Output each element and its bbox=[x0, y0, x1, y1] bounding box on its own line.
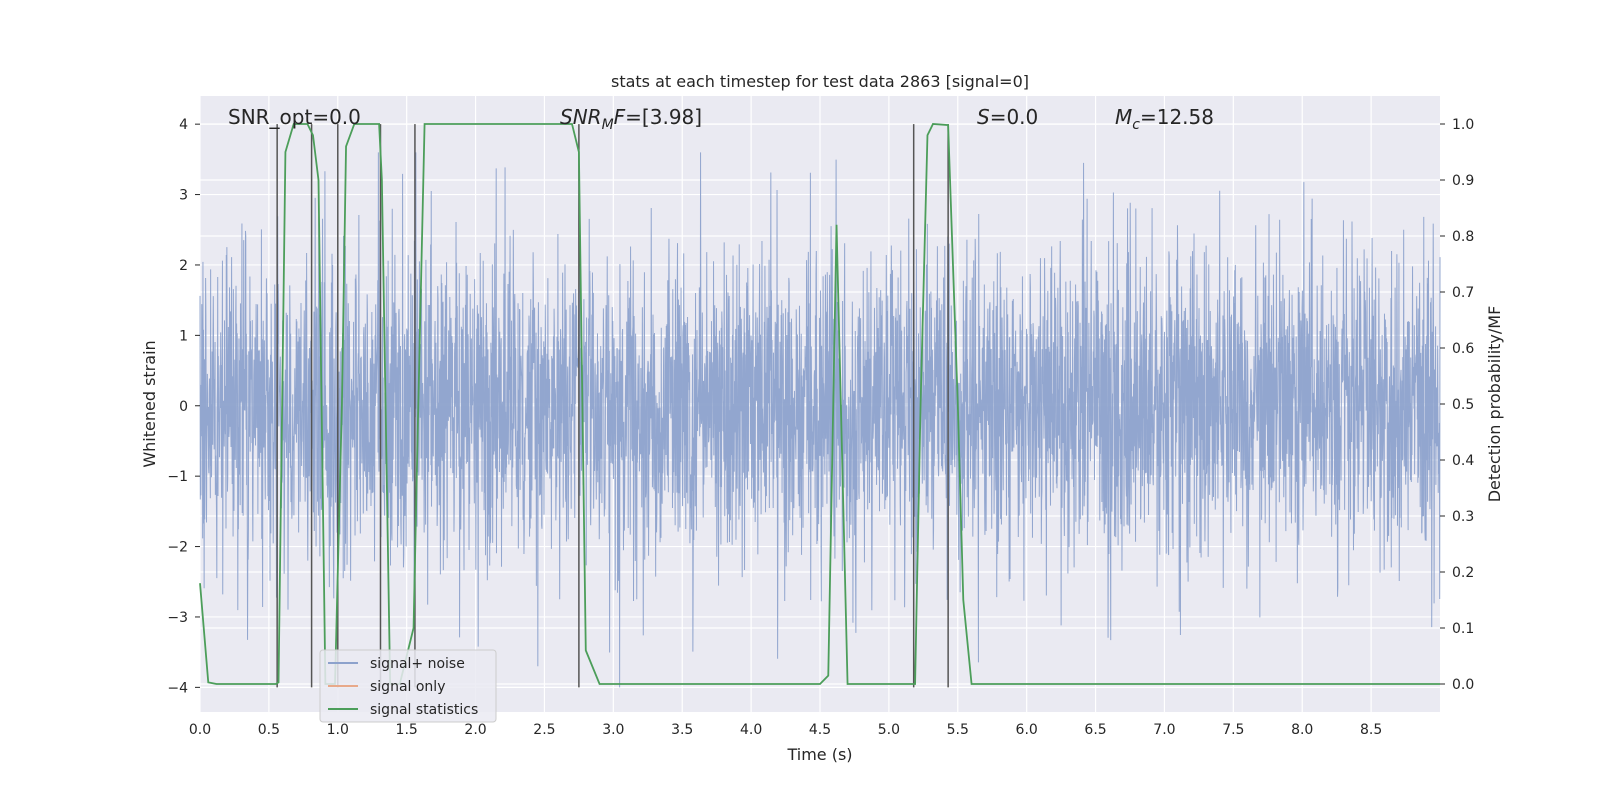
annotation-snr-opt: SNR_opt=0.0 bbox=[228, 105, 361, 129]
y-tick-label: 1 bbox=[179, 328, 188, 344]
y2-tick-label: 0.9 bbox=[1452, 173, 1474, 189]
legend-label-statistics: signal statistics bbox=[370, 702, 478, 718]
x-tick-label: 8.0 bbox=[1291, 722, 1313, 738]
x-tick-label: 7.0 bbox=[1153, 722, 1175, 738]
noise-series bbox=[199, 152, 1441, 688]
y-tick-label: 0 bbox=[179, 399, 188, 415]
x-tick-label: 5.5 bbox=[947, 722, 969, 738]
snr-mf-f: F bbox=[614, 105, 626, 129]
y2-tick-label: 0.3 bbox=[1452, 509, 1474, 525]
y2-tick-label: 0.6 bbox=[1452, 341, 1474, 357]
legend-box bbox=[319, 649, 497, 723]
x-tick-label: 3.5 bbox=[671, 722, 693, 738]
x-tick-label: 5.0 bbox=[878, 722, 900, 738]
snr-mf-subscript: M bbox=[602, 117, 614, 133]
s-symbol: S bbox=[977, 105, 990, 129]
x-tick-label: 2.0 bbox=[464, 722, 486, 738]
x-tick-label: 4.5 bbox=[809, 722, 831, 738]
y-tick-label: 3 bbox=[179, 188, 188, 204]
mc-subscript: c bbox=[1132, 117, 1140, 133]
tick-labels: 0.0 0.5 1.0 1.5 2.0 2.5 3.0 3.5 4.0 4.5 5.0 5.5 6.0 6… bbox=[167, 117, 1474, 738]
y2-tick-label: 0.5 bbox=[1452, 397, 1474, 413]
chart-title: stats at each timestep for test data 286… bbox=[611, 72, 1029, 91]
x-tick-label: 0.5 bbox=[258, 722, 280, 738]
y2-tick-label: 0.8 bbox=[1452, 229, 1474, 245]
statistics-series bbox=[199, 123, 1440, 685]
y2-tick-label: 0.4 bbox=[1452, 453, 1474, 469]
x-tick-label: 6.5 bbox=[1084, 722, 1106, 738]
x-tick-label: 1.0 bbox=[327, 722, 349, 738]
x-tick-label: 0.0 bbox=[189, 722, 211, 738]
x-tick-label: 6.0 bbox=[1016, 722, 1038, 738]
s-value: =0.0 bbox=[990, 105, 1039, 129]
statistics-line bbox=[199, 123, 1440, 685]
annotation-snr-mf: SNRMF=[3.98] bbox=[560, 105, 702, 133]
mc-symbol: M bbox=[1115, 105, 1132, 129]
y-tick-label: −3 bbox=[167, 610, 188, 626]
y2-tick-label: 0.0 bbox=[1452, 677, 1474, 693]
x-tick-label: 3.0 bbox=[602, 722, 624, 738]
y-tick-label: −1 bbox=[167, 469, 188, 485]
x-tick-label: 2.5 bbox=[533, 722, 555, 738]
y2-tick-label: 1.0 bbox=[1452, 117, 1474, 133]
legend-label-noise: signal+ noise bbox=[370, 656, 465, 672]
annotation-s: S=0.0 bbox=[977, 105, 1038, 129]
annotation-mc: Mc=12.58 bbox=[1115, 105, 1214, 133]
x-axis-label: Time (s) bbox=[786, 745, 852, 764]
x-tick-label: 4.0 bbox=[740, 722, 762, 738]
y-axis-label: Whitened strain bbox=[140, 340, 159, 467]
noise-line bbox=[199, 152, 1441, 688]
y2-tick-label: 0.1 bbox=[1452, 621, 1474, 637]
x-tick-label: 7.5 bbox=[1222, 722, 1244, 738]
legend: signal+ noise signal only signal statist… bbox=[319, 649, 497, 723]
y2-axis-label: Detection probability/MF bbox=[1485, 306, 1504, 503]
snr-mf-symbol: SNR bbox=[560, 105, 602, 129]
x-tick-label: 1.5 bbox=[396, 722, 418, 738]
y-tick-label: 2 bbox=[179, 258, 188, 274]
x-tick-label: 8.5 bbox=[1360, 722, 1382, 738]
y2-tick-label: 0.7 bbox=[1452, 285, 1474, 301]
mc-value: =12.58 bbox=[1140, 105, 1214, 129]
snr-mf-value: =[3.98] bbox=[625, 105, 702, 129]
y2-tick-label: 0.2 bbox=[1452, 565, 1474, 581]
legend-label-signal-only: signal only bbox=[370, 679, 445, 695]
y-tick-label: −4 bbox=[167, 680, 188, 696]
y-tick-label: −2 bbox=[167, 540, 188, 556]
y-tick-label: 4 bbox=[179, 117, 188, 133]
